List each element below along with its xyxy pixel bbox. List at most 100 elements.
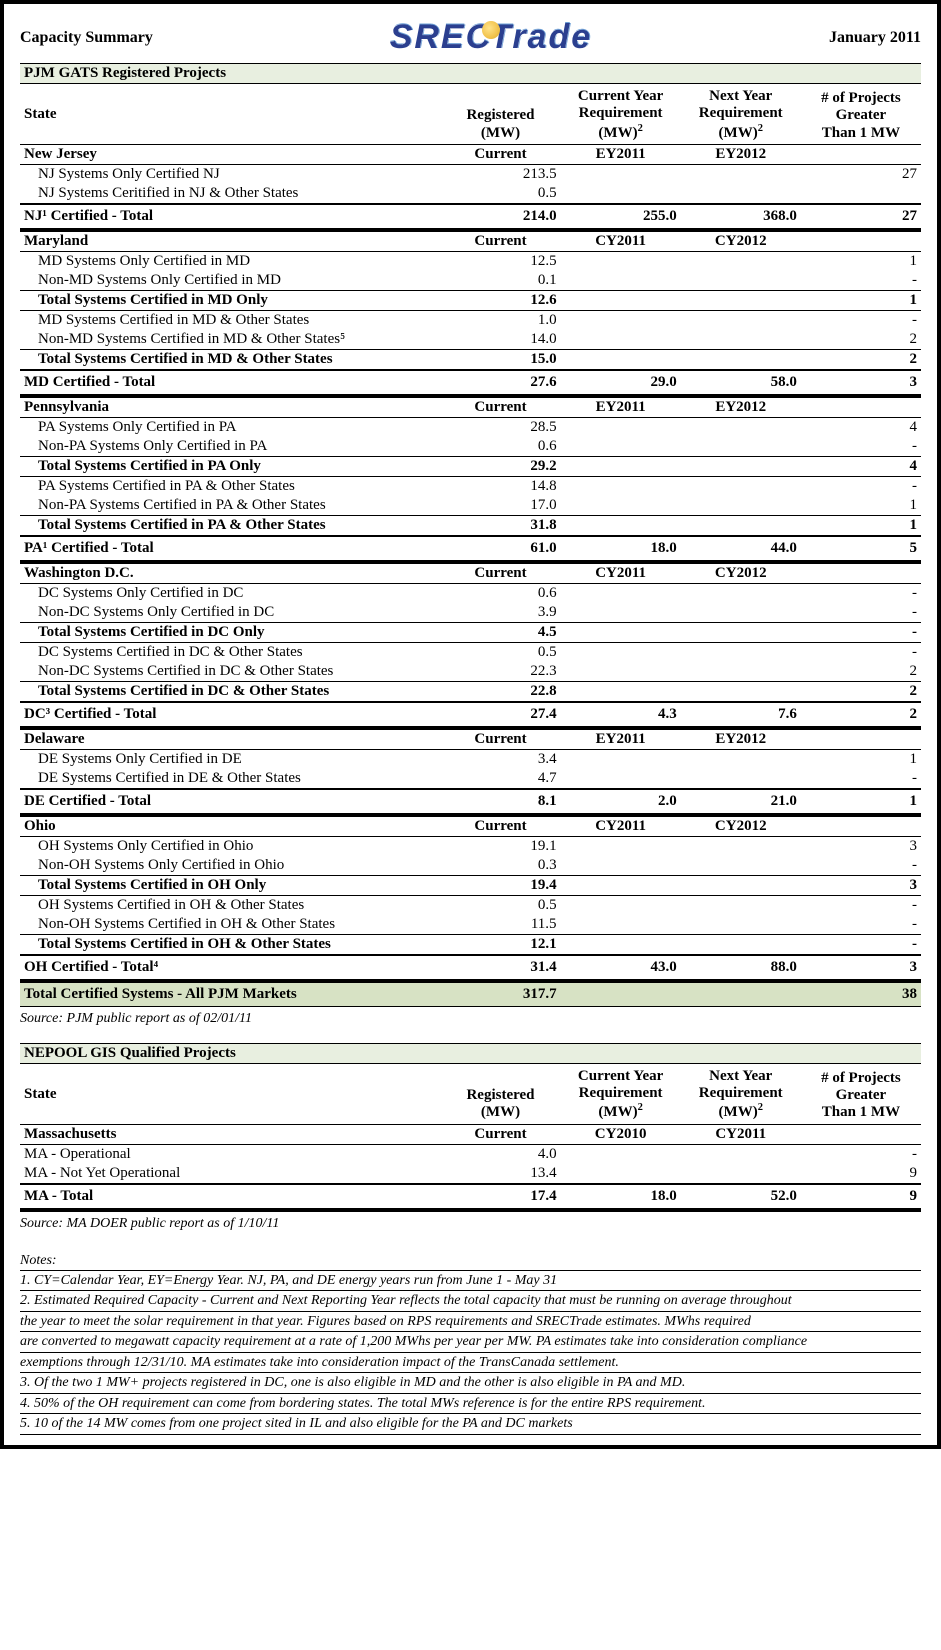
state-total-cur: 29.0 (561, 370, 681, 396)
row-reg: 12.1 (440, 934, 560, 955)
row-proj: 2 (801, 681, 921, 702)
col-projects: # of ProjectsGreaterThan 1 MW (801, 1063, 921, 1124)
column-headers: StateRegistered(MW)Current YearRequireme… (20, 1063, 921, 1124)
row-proj: - (801, 934, 921, 955)
row-proj: 2 (801, 349, 921, 370)
state-name: Maryland (20, 230, 440, 252)
state-year-next: CY2012 (681, 230, 801, 252)
state-current-label: Current (440, 728, 560, 750)
report-date: January 2011 (829, 29, 921, 47)
row-proj: - (801, 642, 921, 662)
row-reg: 28.5 (440, 417, 560, 437)
state-current-label: Current (440, 815, 560, 837)
row-proj: - (801, 915, 921, 935)
table-row: Non-PA Systems Certified in PA & Other S… (20, 496, 921, 516)
row-reg: 3.9 (440, 603, 560, 623)
row-proj: 1 (801, 749, 921, 769)
row-label: Total Systems Certified in MD & Other St… (20, 349, 440, 370)
state-year-cur: CY2010 (561, 1124, 681, 1144)
state-total-proj: 5 (801, 536, 921, 562)
table-row: Non-MD Systems Certified in MD & Other S… (20, 330, 921, 350)
state-header: Washington D.C.CurrentCY2011CY2012 (20, 562, 921, 584)
state-total-cur: 43.0 (561, 955, 681, 981)
state-total-next: 58.0 (681, 370, 801, 396)
note-line: 3. Of the two 1 MW+ projects registered … (20, 1373, 921, 1394)
state-header: MassachusettsCurrentCY2010CY2011 (20, 1124, 921, 1144)
note-line: 5. 10 of the 14 MW comes from one projec… (20, 1414, 921, 1435)
state-total-proj: 9 (801, 1184, 921, 1210)
state-year-next: CY2011 (681, 1124, 801, 1144)
row-reg: 0.1 (440, 271, 560, 291)
state-year-cur: CY2011 (561, 562, 681, 584)
state-total-cur: 18.0 (561, 1184, 681, 1210)
state-total-label: MD Certified - Total (20, 370, 440, 396)
row-label: MD Systems Only Certified in MD (20, 251, 440, 271)
row-label: Non-OH Systems Only Certified in Ohio (20, 856, 440, 876)
column-headers: StateRegistered(MW)Current YearRequireme… (20, 84, 921, 145)
row-label: Non-DC Systems Certified in DC & Other S… (20, 662, 440, 682)
table-row: NJ Systems Only Certified NJ213.527 (20, 164, 921, 184)
row-proj: - (801, 895, 921, 915)
state-total-proj: 2 (801, 702, 921, 728)
row-proj: - (801, 603, 921, 623)
state-total-cur: 4.3 (561, 702, 681, 728)
col-current: Current YearRequirement(MW)2 (561, 1063, 681, 1124)
row-reg: 4.5 (440, 622, 560, 642)
row-proj (801, 184, 921, 204)
table-row: DC Systems Certified in DC & Other State… (20, 642, 921, 662)
row-reg: 0.5 (440, 895, 560, 915)
row-label: Non-OH Systems Certified in OH & Other S… (20, 915, 440, 935)
table-row: DC Systems Only Certified in DC0.6- (20, 583, 921, 603)
state-total-reg: 31.4 (440, 955, 560, 981)
row-label: MD Systems Certified in MD & Other State… (20, 310, 440, 330)
page: Capacity Summary SRECTrade January 2011 … (0, 0, 941, 1449)
state-total: MD Certified - Total27.629.058.03 (20, 370, 921, 396)
state-total: DE Certified - Total8.12.021.01 (20, 789, 921, 815)
table-row: MD Systems Certified in MD & Other State… (20, 310, 921, 330)
table-row: Non-DC Systems Certified in DC & Other S… (20, 662, 921, 682)
state-total-reg: 17.4 (440, 1184, 560, 1210)
state-total-label: PA¹ Certified - Total (20, 536, 440, 562)
row-proj: 27 (801, 164, 921, 184)
table-row: Non-OH Systems Certified in OH & Other S… (20, 915, 921, 935)
table-row: Total Systems Certified in DC Only4.5- (20, 622, 921, 642)
row-reg: 31.8 (440, 515, 560, 536)
row-label: Non-MD Systems Certified in MD & Other S… (20, 330, 440, 350)
state-total-next: 368.0 (681, 204, 801, 230)
notes: Notes: 1. CY=Calendar Year, EY=Energy Ye… (20, 1252, 921, 1435)
table-row: OH Systems Certified in OH & Other State… (20, 895, 921, 915)
pjm-section-title: PJM GATS Registered Projects (20, 64, 921, 84)
pjm-grand-total: Total Certified Systems - All PJM Market… (20, 981, 921, 1007)
table-row: DE Systems Certified in DE & Other State… (20, 769, 921, 789)
table-row: PA Systems Certified in PA & Other State… (20, 476, 921, 496)
table-row: Total Systems Certified in MD Only12.61 (20, 290, 921, 310)
row-proj: 4 (801, 456, 921, 476)
row-reg: 0.6 (440, 583, 560, 603)
row-reg: 4.7 (440, 769, 560, 789)
row-proj: - (801, 271, 921, 291)
state-year-cur: EY2011 (561, 728, 681, 750)
state-current-label: Current (440, 1124, 560, 1144)
row-reg: 14.0 (440, 330, 560, 350)
table-row: NJ Systems Ceritified in NJ & Other Stat… (20, 184, 921, 204)
state-total-next: 88.0 (681, 955, 801, 981)
state-name: New Jersey (20, 144, 440, 164)
row-reg: 0.6 (440, 437, 560, 457)
note-line: 2. Estimated Required Capacity - Current… (20, 1291, 921, 1312)
row-reg: 19.4 (440, 875, 560, 895)
state-header: PennsylvaniaCurrentEY2011EY2012 (20, 396, 921, 418)
state-total-proj: 3 (801, 955, 921, 981)
note-line: 1. CY=Calendar Year, EY=Energy Year. NJ,… (20, 1271, 921, 1292)
table-row: MA - Operational4.0- (20, 1144, 921, 1164)
table-row: Non-OH Systems Only Certified in Ohio0.3… (20, 856, 921, 876)
row-label: Total Systems Certified in OH & Other St… (20, 934, 440, 955)
state-year-next: CY2012 (681, 562, 801, 584)
col-registered: Registered(MW) (440, 1063, 560, 1124)
row-reg: 15.0 (440, 349, 560, 370)
state-header: DelawareCurrentEY2011EY2012 (20, 728, 921, 750)
row-label: NJ Systems Ceritified in NJ & Other Stat… (20, 184, 440, 204)
state-total-proj: 27 (801, 204, 921, 230)
table-row: PA Systems Only Certified in PA28.54 (20, 417, 921, 437)
row-label: Total Systems Certified in PA & Other St… (20, 515, 440, 536)
row-label: NJ Systems Only Certified NJ (20, 164, 440, 184)
